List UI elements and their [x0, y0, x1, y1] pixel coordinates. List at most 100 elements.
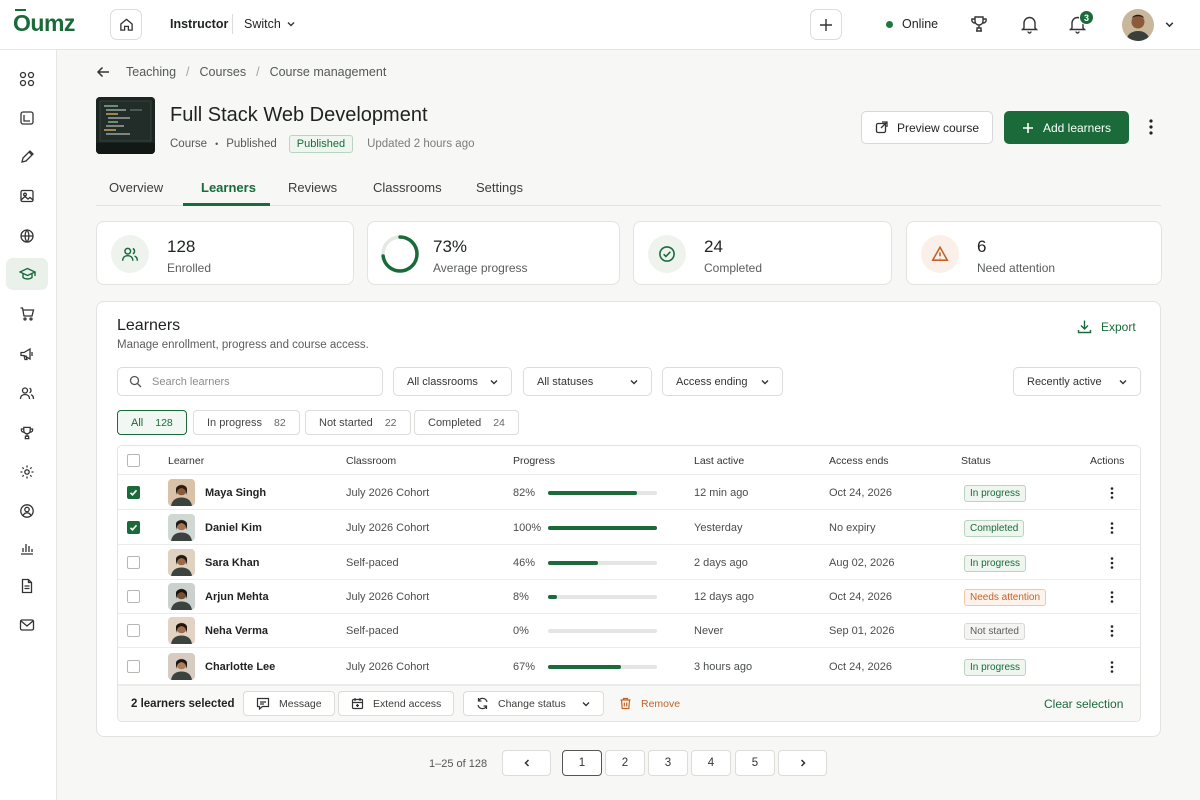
column-header[interactable]: Status [961, 455, 991, 467]
table-row[interactable]: Sara Khan Self-paced 46% 2 days ago Aug 02, … [118, 545, 1140, 580]
clear-selection-button[interactable]: Clear selection [1044, 697, 1124, 711]
sidebar-item-settings[interactable] [6, 456, 48, 488]
page-button[interactable]: 2 [605, 750, 645, 776]
message-button[interactable]: Message [243, 691, 335, 716]
sidebar-item-edit[interactable] [6, 141, 48, 173]
stat-enrolled: 128 Enrolled [96, 221, 354, 285]
search-input[interactable]: Search learners [117, 367, 383, 396]
row-checkbox[interactable] [127, 624, 140, 637]
export-button[interactable]: Export [1077, 319, 1136, 334]
bell-icon[interactable] [1020, 14, 1039, 34]
breadcrumb-courses[interactable]: Courses [199, 65, 247, 79]
sidebar-item-documents[interactable] [6, 570, 48, 602]
learner-name[interactable]: Daniel Kim [205, 521, 262, 534]
learner-name[interactable]: Maya Singh [205, 486, 267, 499]
sidebar-item-achievements[interactable] [6, 417, 48, 449]
tab-learners[interactable]: Learners [201, 180, 256, 195]
progress-bar-fill [548, 595, 557, 599]
sidebar-item-dashboard[interactable] [6, 63, 48, 95]
row-actions-icon[interactable] [1106, 660, 1118, 674]
access-filter[interactable]: Access ending [662, 367, 783, 396]
row-actions-icon[interactable] [1106, 590, 1118, 604]
learner-name[interactable]: Neha Verma [205, 625, 268, 637]
sidebar-item-mail[interactable] [6, 609, 48, 641]
row-actions-icon[interactable] [1106, 486, 1118, 500]
extend-access-button[interactable]: Extend access [338, 691, 455, 716]
row-actions-icon[interactable] [1106, 556, 1118, 570]
segment-completed[interactable]: Completed 24 [414, 410, 519, 435]
row-checkbox[interactable] [127, 659, 140, 673]
back-arrow-icon[interactable] [96, 65, 110, 79]
create-button[interactable] [810, 9, 842, 40]
column-header[interactable]: Learner [168, 455, 205, 467]
sidebar-item-marketing[interactable] [6, 338, 48, 370]
row-actions-icon[interactable] [1106, 521, 1118, 535]
pagination-info: 1–25 of 128 [429, 758, 488, 770]
more-options-icon[interactable] [1143, 117, 1159, 137]
breadcrumb-teaching[interactable]: Teaching [126, 65, 177, 79]
sidebar-item-analytics[interactable] [6, 532, 48, 564]
sidebar-item-website[interactable] [6, 220, 48, 252]
learner-name[interactable]: Charlotte Lee [205, 660, 276, 673]
segment-in-progress[interactable]: In progress 82 [193, 410, 300, 435]
classrooms-filter[interactable]: All classrooms [393, 367, 512, 396]
column-header[interactable]: Progress [513, 455, 556, 467]
table-row[interactable]: Arjun Mehta July 2026 Cohort 8% 12 days ago… [118, 580, 1140, 614]
tab-overview[interactable]: Overview [109, 180, 164, 195]
table-row[interactable]: Daniel Kim July 2026 Cohort 100% Yesterday N… [118, 510, 1140, 545]
learner-name[interactable]: Arjun Mehta [205, 591, 269, 603]
remove-button[interactable]: Remove [619, 697, 680, 710]
tab-reviews[interactable]: Reviews [288, 180, 338, 195]
table-row[interactable]: Charlotte Lee July 2026 Cohort 67% 3 hours … [118, 648, 1140, 685]
learner-name[interactable]: Sara Khan [205, 556, 260, 569]
add-learners-button[interactable]: Add learners [1004, 111, 1129, 144]
row-checkbox[interactable] [127, 485, 140, 499]
column-header[interactable]: Classroom [346, 455, 397, 467]
page-button[interactable]: 5 [735, 750, 775, 776]
segment-not-started[interactable]: Not started 22 [305, 410, 411, 435]
check-icon [129, 524, 138, 531]
breadcrumb-current: Course management [269, 65, 387, 79]
logo-macron [15, 9, 26, 11]
prev-page-button[interactable] [502, 750, 551, 776]
filter-label: Access ending [676, 375, 748, 388]
sidebar-item-profile[interactable] [6, 495, 48, 527]
last-active-cell: 12 min ago [694, 486, 749, 499]
export-label: Export [1101, 319, 1136, 334]
table-row[interactable]: Maya Singh July 2026 Cohort 82% 12 min ago O… [118, 475, 1140, 510]
segment-label: In progress [207, 416, 263, 429]
sidebar-item-reports[interactable] [6, 102, 48, 134]
sidebar-item-store[interactable] [6, 298, 48, 330]
tab-classrooms[interactable]: Classrooms [373, 180, 442, 195]
column-header[interactable]: Last active [694, 455, 745, 467]
next-page-button[interactable] [778, 750, 827, 776]
user-avatar[interactable] [1122, 9, 1154, 41]
app-logo[interactable]: Oumz [13, 10, 75, 36]
sidebar-item-users[interactable] [6, 377, 48, 409]
image-icon [20, 189, 34, 203]
sidebar-item-media[interactable] [6, 180, 48, 212]
page-button[interactable]: 3 [648, 750, 688, 776]
trophy-icon[interactable] [969, 14, 989, 34]
sort-dropdown[interactable]: Recently active [1013, 367, 1141, 396]
row-checkbox[interactable] [127, 555, 140, 569]
row-checkbox[interactable] [127, 520, 140, 534]
column-header[interactable]: Access ends [829, 455, 889, 467]
switch-role-dropdown[interactable]: Switch [244, 17, 296, 31]
sidebar-item-courses[interactable] [6, 258, 48, 290]
home-button[interactable] [110, 9, 142, 40]
segment-all[interactable]: All 128 [117, 410, 187, 435]
table-row[interactable]: Neha Verma Self-paced 0% Never Sep 01, 2026 N… [118, 614, 1140, 648]
online-status[interactable]: Online [886, 17, 938, 31]
change-status-dropdown[interactable]: Change status [463, 691, 604, 716]
page-button[interactable]: 4 [691, 750, 731, 776]
chevron-down-icon[interactable] [1164, 19, 1175, 30]
statuses-filter[interactable]: All statuses [523, 367, 652, 396]
select-all-checkbox[interactable] [127, 454, 140, 467]
tab-settings[interactable]: Settings [476, 180, 523, 195]
row-actions-icon[interactable] [1106, 624, 1118, 638]
row-checkbox[interactable] [127, 590, 140, 603]
preview-course-button[interactable]: Preview course [861, 111, 993, 144]
page-button[interactable]: 1 [562, 750, 602, 776]
chevron-down-icon [630, 379, 638, 384]
